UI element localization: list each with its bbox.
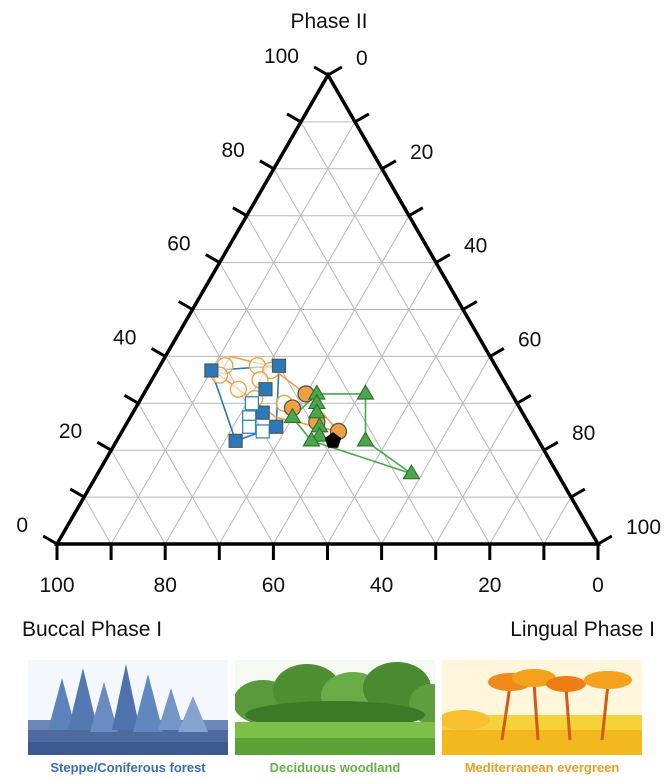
grid-line xyxy=(164,356,274,545)
tick-label-left: 80 xyxy=(221,139,244,162)
grid-line xyxy=(381,356,491,545)
tick-left xyxy=(177,300,194,311)
tick-marks xyxy=(42,65,613,560)
tick-left xyxy=(69,487,85,499)
tick-right xyxy=(597,534,613,546)
tick-label-left: 20 xyxy=(59,420,82,443)
coniferous-forest-illustration xyxy=(28,660,228,755)
grid-line xyxy=(435,403,518,545)
square-point xyxy=(204,363,219,378)
tick-label-bottom: 60 xyxy=(262,574,285,597)
tick-label-right: 40 xyxy=(464,235,487,258)
tick-label-right: 60 xyxy=(518,328,541,351)
tick-label-bottom: 0 xyxy=(592,574,604,597)
square-point xyxy=(258,382,273,397)
triangle-point xyxy=(307,403,326,419)
tick-left xyxy=(232,206,248,217)
triangle-point xyxy=(302,431,321,447)
tick-right xyxy=(435,253,451,264)
deciduous-woodland-illustration xyxy=(235,660,435,755)
square-point xyxy=(244,396,260,411)
axis-label-left: Buccal Phase I xyxy=(22,618,162,641)
data-points xyxy=(204,357,421,480)
tick-left xyxy=(286,112,302,124)
triangle-point xyxy=(283,407,302,424)
tick-label-left: 40 xyxy=(113,326,136,349)
square-point xyxy=(269,419,284,434)
tick-label-bottom: 100 xyxy=(39,574,74,597)
tick-left xyxy=(259,159,275,171)
tick-right xyxy=(516,394,532,405)
tick-left xyxy=(204,253,221,264)
grid-lines xyxy=(83,121,572,545)
triangle-point xyxy=(310,426,329,442)
tick-right xyxy=(408,206,424,217)
grid-line xyxy=(218,215,410,545)
axis-label-top: Phase II xyxy=(290,10,367,33)
tick-label-right: 20 xyxy=(410,141,433,164)
tick-right xyxy=(354,112,370,124)
tick-label-right: 100 xyxy=(626,516,661,539)
pentagon-point xyxy=(324,432,342,448)
grid-line xyxy=(246,215,437,545)
legend-caption-steppe: Steppe/Coniferous forest xyxy=(50,760,206,775)
square-point xyxy=(255,424,270,439)
tick-label-right: 0 xyxy=(356,47,368,70)
tick-left xyxy=(42,534,58,546)
tick-label-right: 80 xyxy=(572,422,595,445)
tick-right xyxy=(381,159,397,171)
grid-line xyxy=(543,496,572,545)
tick-left xyxy=(123,394,140,405)
square-point xyxy=(242,419,257,434)
square-point xyxy=(271,358,287,373)
grid-line xyxy=(300,121,545,545)
mediterranean-evergreen-illustration xyxy=(442,660,642,755)
grid-line xyxy=(110,449,166,545)
tick-right xyxy=(489,347,505,358)
tick-left xyxy=(96,440,112,452)
tick-label-left: 0 xyxy=(16,514,28,537)
grid-line xyxy=(137,403,220,545)
triangle-point xyxy=(356,431,375,447)
tick-label-bottom: 40 xyxy=(370,574,393,597)
axis-label-right: Lingual Phase I xyxy=(510,618,655,641)
tick-right xyxy=(543,440,559,452)
tick-labels: 0 20 40 60 80 100 0 20 40 60 80 100 0 20 40 60 80 100 xyxy=(16,45,661,597)
tick-left xyxy=(150,347,167,358)
tick-label-bottom: 20 xyxy=(478,574,501,597)
triangle-point xyxy=(402,464,421,480)
legend-caption-mediterranean: Mediterranean evergreen xyxy=(464,760,620,775)
triangle-point xyxy=(356,384,375,400)
tick-label-left: 100 xyxy=(264,45,299,68)
biome-legend: Steppe/Coniferous forest Deciduous woodl… xyxy=(0,660,670,781)
legend-caption-deciduous: Deciduous woodland xyxy=(269,760,401,775)
tick-left xyxy=(313,65,329,77)
ternary-chart: 0 20 40 60 80 100 0 20 40 60 80 100 0 20 40 60 80 100 Pha… xyxy=(16,10,661,641)
tick-label-bottom: 80 xyxy=(154,574,177,597)
tick-right xyxy=(570,487,586,499)
tick-right xyxy=(327,65,343,77)
tick-label-left: 60 xyxy=(167,233,190,256)
tick-right xyxy=(462,300,478,311)
square-point xyxy=(228,433,243,448)
grid-line xyxy=(110,121,356,545)
grid-line xyxy=(83,496,112,545)
grid-line xyxy=(489,449,545,545)
grid-line xyxy=(327,309,464,545)
circle-point xyxy=(229,380,248,398)
